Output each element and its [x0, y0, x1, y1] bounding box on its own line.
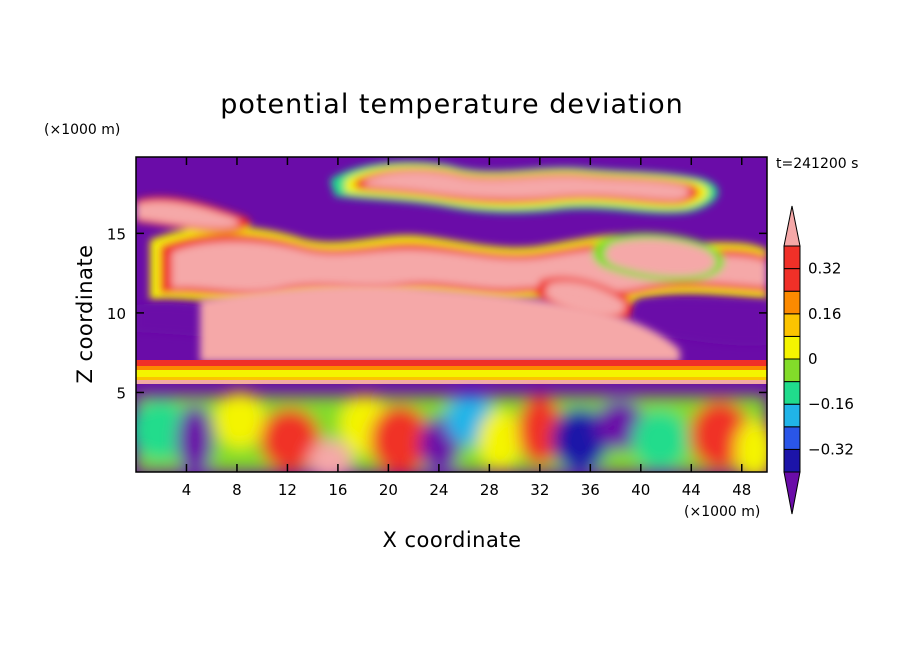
y-tick-label: 15 [107, 225, 126, 243]
colorbar-segment [783, 403, 801, 428]
x-unit-label: (×1000 m) [684, 504, 760, 520]
colorbar-extend-low [783, 471, 801, 515]
colorbar: 0.32 0.16 0 −0.16 −0.32 [783, 205, 854, 515]
x-tick-label: 4 [182, 481, 192, 499]
y-axis-label: Z coordinate [73, 244, 97, 383]
colorbar-segment [783, 268, 801, 292]
colorbar-label: 0.32 [808, 260, 841, 278]
colorbar-segment [783, 358, 801, 383]
x-tick-label: 20 [379, 481, 398, 499]
y-unit-label: (×1000 m) [44, 122, 120, 138]
y-tick-label: 5 [116, 384, 126, 402]
contour-field [136, 157, 767, 472]
chart-title: potential temperature deviation [220, 89, 683, 120]
x-tick-label: 8 [232, 481, 242, 499]
y-axis: 5 10 15 [107, 225, 767, 402]
colorbar-segment [783, 381, 801, 405]
time-label: t=241200 s [776, 156, 858, 172]
x-tick-label: 24 [429, 481, 448, 499]
x-tick-label: 44 [682, 481, 701, 499]
colorbar-segment [783, 335, 801, 360]
x-axis: 4 8 12 16 20 24 28 32 36 40 44 48 [182, 157, 751, 499]
y-tick-label: 10 [107, 305, 126, 323]
colorbar-label: −0.16 [808, 395, 854, 413]
x-tick-label: 48 [732, 481, 751, 499]
colorbar-segment [783, 426, 801, 450]
colorbar-label: 0.16 [808, 305, 841, 323]
x-tick-label: 36 [581, 481, 600, 499]
x-tick-label: 12 [278, 481, 297, 499]
colorbar-extend-high [783, 205, 801, 247]
x-tick-label: 40 [631, 481, 650, 499]
x-axis-label: X coordinate [382, 528, 521, 552]
colorbar-segment [783, 313, 801, 337]
colorbar-label: −0.32 [808, 440, 854, 458]
plot-frame [135, 156, 768, 473]
colorbar-segment [783, 448, 801, 473]
colorbar-segment [783, 290, 801, 315]
colorbar-label: 0 [808, 350, 818, 368]
x-tick-label: 28 [480, 481, 499, 499]
x-tick-label: 16 [328, 481, 347, 499]
x-tick-label: 32 [530, 481, 549, 499]
colorbar-segment [783, 245, 801, 270]
